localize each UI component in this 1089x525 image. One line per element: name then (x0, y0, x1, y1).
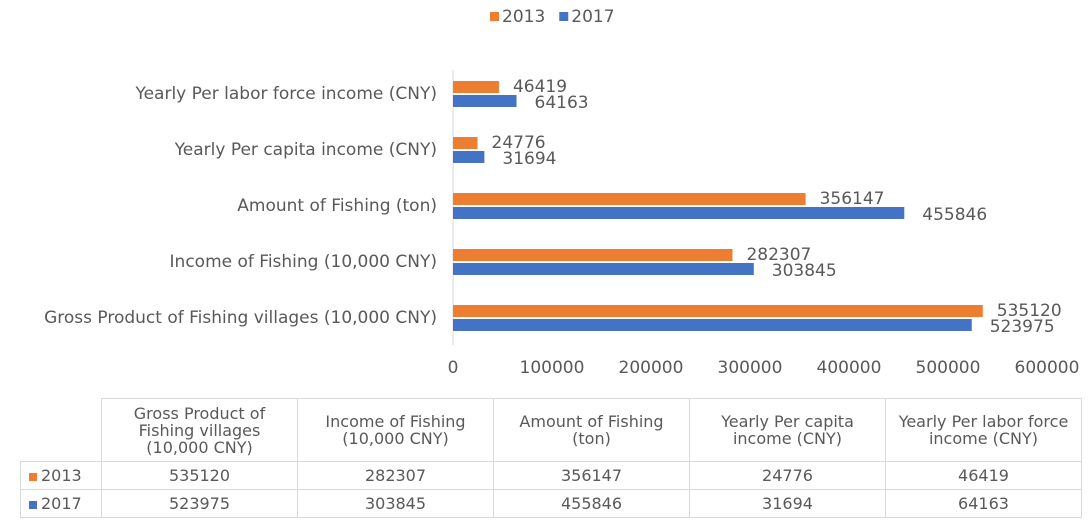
table-cell: 46419 (885, 461, 1082, 490)
chart: 0 100000 200000 300000 400000 500000 600000 201… (44, 7, 1080, 378)
x-tick-label: 600000 (1015, 358, 1080, 378)
table-cell: 64163 (885, 489, 1082, 518)
bar (453, 263, 754, 275)
data-label: 455846 (922, 205, 987, 225)
x-tick-label: 400000 (817, 358, 882, 378)
bar (453, 305, 983, 317)
x-tick-label: 100000 (520, 358, 585, 378)
y-tick-label: Yearly Per capita income (CNY) (174, 140, 437, 160)
data-label: 523975 (990, 317, 1055, 337)
table-corner (20, 398, 102, 462)
bar (453, 193, 806, 205)
x-tick-label: 500000 (916, 358, 981, 378)
legend-swatch (29, 501, 37, 509)
legend-swatch (559, 12, 569, 21)
data-label: 356147 (820, 189, 885, 209)
y-tick-label: Yearly Per labor force income (CNY) (134, 84, 437, 104)
bar (453, 151, 485, 163)
table-row: 2013 535120 282307 356147 24776 46419 (20, 461, 1082, 490)
table-header: Income of Fishing (10,000 CNY) (297, 398, 494, 462)
table-header: Yearly Per labor force income (CNY) (885, 398, 1082, 462)
table-cell: 282307 (297, 461, 494, 490)
table-key: 2013 (20, 461, 102, 490)
data-label: 31694 (502, 149, 556, 169)
table-cell: 455846 (493, 489, 690, 518)
table-header-row: Gross Product of Fishing villages (10,00… (20, 398, 1082, 462)
table-series-label: 2017 (41, 494, 82, 513)
table-row: 2017 523975 303845 455846 31694 64163 (20, 489, 1082, 518)
y-tick-label: Income of Fishing (10,000 CNY) (170, 252, 437, 272)
data-label: 303845 (772, 261, 837, 281)
table-cell: 523975 (101, 489, 298, 518)
bar (453, 249, 733, 261)
x-tick-label: 300000 (718, 358, 783, 378)
legend-label: 2013 (502, 7, 545, 27)
data-label: 46419 (513, 77, 567, 97)
table-cell: 24776 (689, 461, 886, 490)
table-key: 2017 (20, 489, 102, 518)
table-series-label: 2013 (41, 466, 82, 485)
table-header: Gross Product of Fishing villages (10,00… (101, 398, 298, 462)
table-header: Amount of Fishing (ton) (493, 398, 690, 462)
bar (453, 319, 972, 331)
legend-swatch (490, 12, 499, 21)
data-label: 282307 (746, 245, 811, 265)
x-tick-label: 200000 (619, 358, 684, 378)
bar (453, 137, 478, 149)
table-cell: 535120 (101, 461, 298, 490)
bar (453, 95, 517, 107)
data-label: 535120 (997, 301, 1062, 321)
data-table: Gross Product of Fishing villages (10,00… (20, 398, 1082, 518)
y-tick-label: Gross Product of Fishing villages (10,00… (44, 308, 437, 328)
x-tick-label: 0 (448, 358, 459, 378)
bar (453, 207, 905, 219)
legend-swatch (29, 473, 37, 481)
y-tick-label: Amount of Fishing (ton) (237, 196, 437, 216)
table-cell: 31694 (689, 489, 886, 518)
table-cell: 303845 (297, 489, 494, 518)
bar (453, 81, 499, 93)
table-header: Yearly Per capita income (CNY) (689, 398, 886, 462)
data-label: 24776 (492, 133, 546, 153)
table-cell: 356147 (493, 461, 690, 490)
legend-label: 2017 (571, 7, 614, 27)
data-label: 64163 (535, 93, 589, 113)
